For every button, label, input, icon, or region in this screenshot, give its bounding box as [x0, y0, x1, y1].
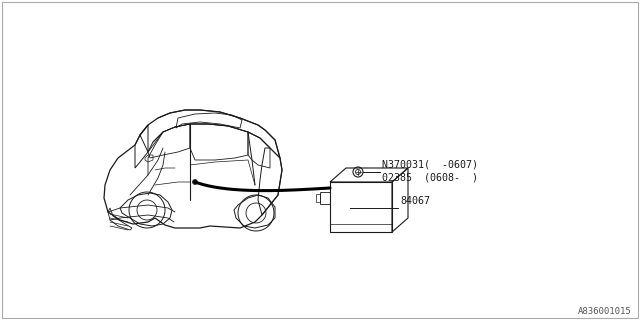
Text: 84067: 84067 [400, 196, 430, 206]
Text: A836001015: A836001015 [579, 307, 632, 316]
Text: N370031(  -0607): N370031( -0607) [382, 159, 478, 169]
Circle shape [193, 180, 198, 185]
Text: 02385  (0608-  ): 02385 (0608- ) [382, 172, 478, 182]
